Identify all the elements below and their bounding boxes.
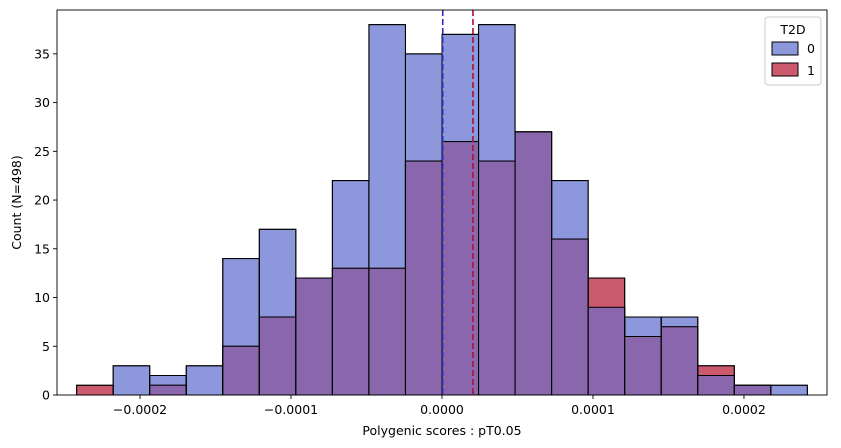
y-tick-label-1: 5 — [42, 339, 50, 354]
x-tick-label-2: 0.0000 — [420, 402, 464, 417]
x-axis: −0.0002 −0.0001 0.0000 0.0001 0.0002 — [113, 395, 766, 417]
bar-overlap-bin-5 — [258, 316, 297, 396]
bar-overlap-bin-18 — [733, 384, 772, 396]
x-tick-label-3: 0.0001 — [571, 402, 615, 417]
bar-overlap-bin-7 — [331, 267, 370, 396]
bar-overlap-bin-8 — [368, 267, 406, 396]
bar-series-0-bin-1 — [112, 365, 151, 396]
bar-overlap-bin-12 — [514, 131, 553, 396]
legend-label-0: 0 — [807, 41, 815, 56]
bar-series-1-bin-0 — [76, 384, 114, 396]
x-tick-label-4: 0.0002 — [722, 402, 766, 417]
legend-swatch-0 — [771, 41, 799, 56]
bar-overlap-bin-2 — [149, 384, 187, 396]
legend-swatch-1 — [771, 62, 799, 77]
bar-overlap-bin-16 — [660, 326, 699, 396]
legend-title: T2D — [779, 22, 805, 37]
legend: T2D 0 1 — [764, 16, 822, 86]
bar-overlap-bin-14 — [587, 306, 626, 396]
y-tick-label-0: 0 — [42, 388, 50, 403]
bar-series-0-bin-19 — [770, 384, 808, 396]
y-tick-label-4: 20 — [34, 193, 50, 208]
y-tick-label-3: 15 — [34, 241, 50, 256]
bar-overlap-bin-11 — [478, 160, 516, 396]
y-tick-label-5: 25 — [34, 144, 50, 159]
y-tick-label-2: 10 — [34, 290, 50, 305]
y-axis-label: Count (N=498) — [9, 155, 24, 250]
bar-overlap-bin-13 — [551, 238, 589, 396]
x-tick-label-1: −0.0001 — [264, 402, 318, 417]
bar-overlap-bin-6 — [295, 277, 333, 396]
y-tick-label-6: 30 — [34, 95, 50, 110]
x-tick-label-0: −0.0002 — [113, 402, 167, 417]
y-tick-label-7: 35 — [34, 46, 50, 61]
bar-overlap-bin-4 — [222, 345, 260, 396]
bar-overlap-bin-15 — [624, 336, 662, 396]
bar-overlap-bin-9 — [404, 160, 443, 396]
bar-overlap-bin-17 — [697, 375, 735, 396]
bars-overlap — [76, 24, 808, 396]
mean-lines — [441, 10, 474, 395]
legend-label-1: 1 — [807, 63, 815, 78]
bar-series-0-bin-3 — [185, 365, 224, 396]
x-axis-label: Polygenic scores : pT0.05 — [362, 423, 521, 438]
y-axis: 0 5 10 15 20 25 30 35 — [34, 46, 57, 403]
